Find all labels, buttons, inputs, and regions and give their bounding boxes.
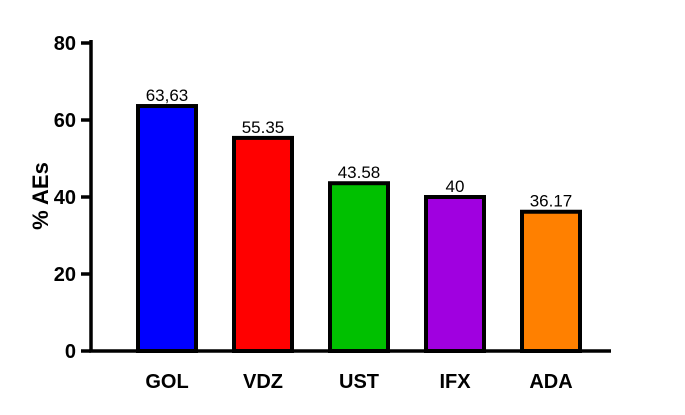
category-label-ada: ADA (529, 371, 572, 393)
category-label-vdz: VDZ (243, 371, 283, 393)
category-label-gol: GOL (145, 371, 188, 393)
y-tick-label: 60 (54, 110, 76, 132)
y-tick-label: 20 (54, 264, 76, 286)
y-axis-ticks: 0 20 40 60 80 (54, 33, 91, 363)
y-tick-label: 0 (65, 341, 76, 363)
bar-ifx (424, 195, 486, 353)
x-axis-labels: GOL VDZ UST IFX ADA (145, 371, 572, 393)
bar-ust (328, 181, 390, 353)
category-label-ifx: IFX (439, 371, 471, 393)
data-label-ifx: 40 (446, 177, 465, 196)
bar-ada (520, 209, 582, 353)
bar-gol (136, 104, 198, 353)
bar-vdz (232, 135, 294, 353)
data-label-ust: 43.58 (338, 163, 381, 182)
data-label-vdz: 55.35 (242, 118, 285, 137)
data-label-ada: 36.17 (530, 192, 573, 211)
y-axis-title: % AEs (28, 162, 53, 230)
bars: 63,63 55.35 43.58 40 36.17 (136, 86, 582, 353)
y-tick-label: 80 (54, 33, 76, 55)
category-label-ust: UST (339, 371, 379, 393)
data-label-gol: 63,63 (146, 86, 189, 105)
y-tick-label: 40 (54, 187, 76, 209)
